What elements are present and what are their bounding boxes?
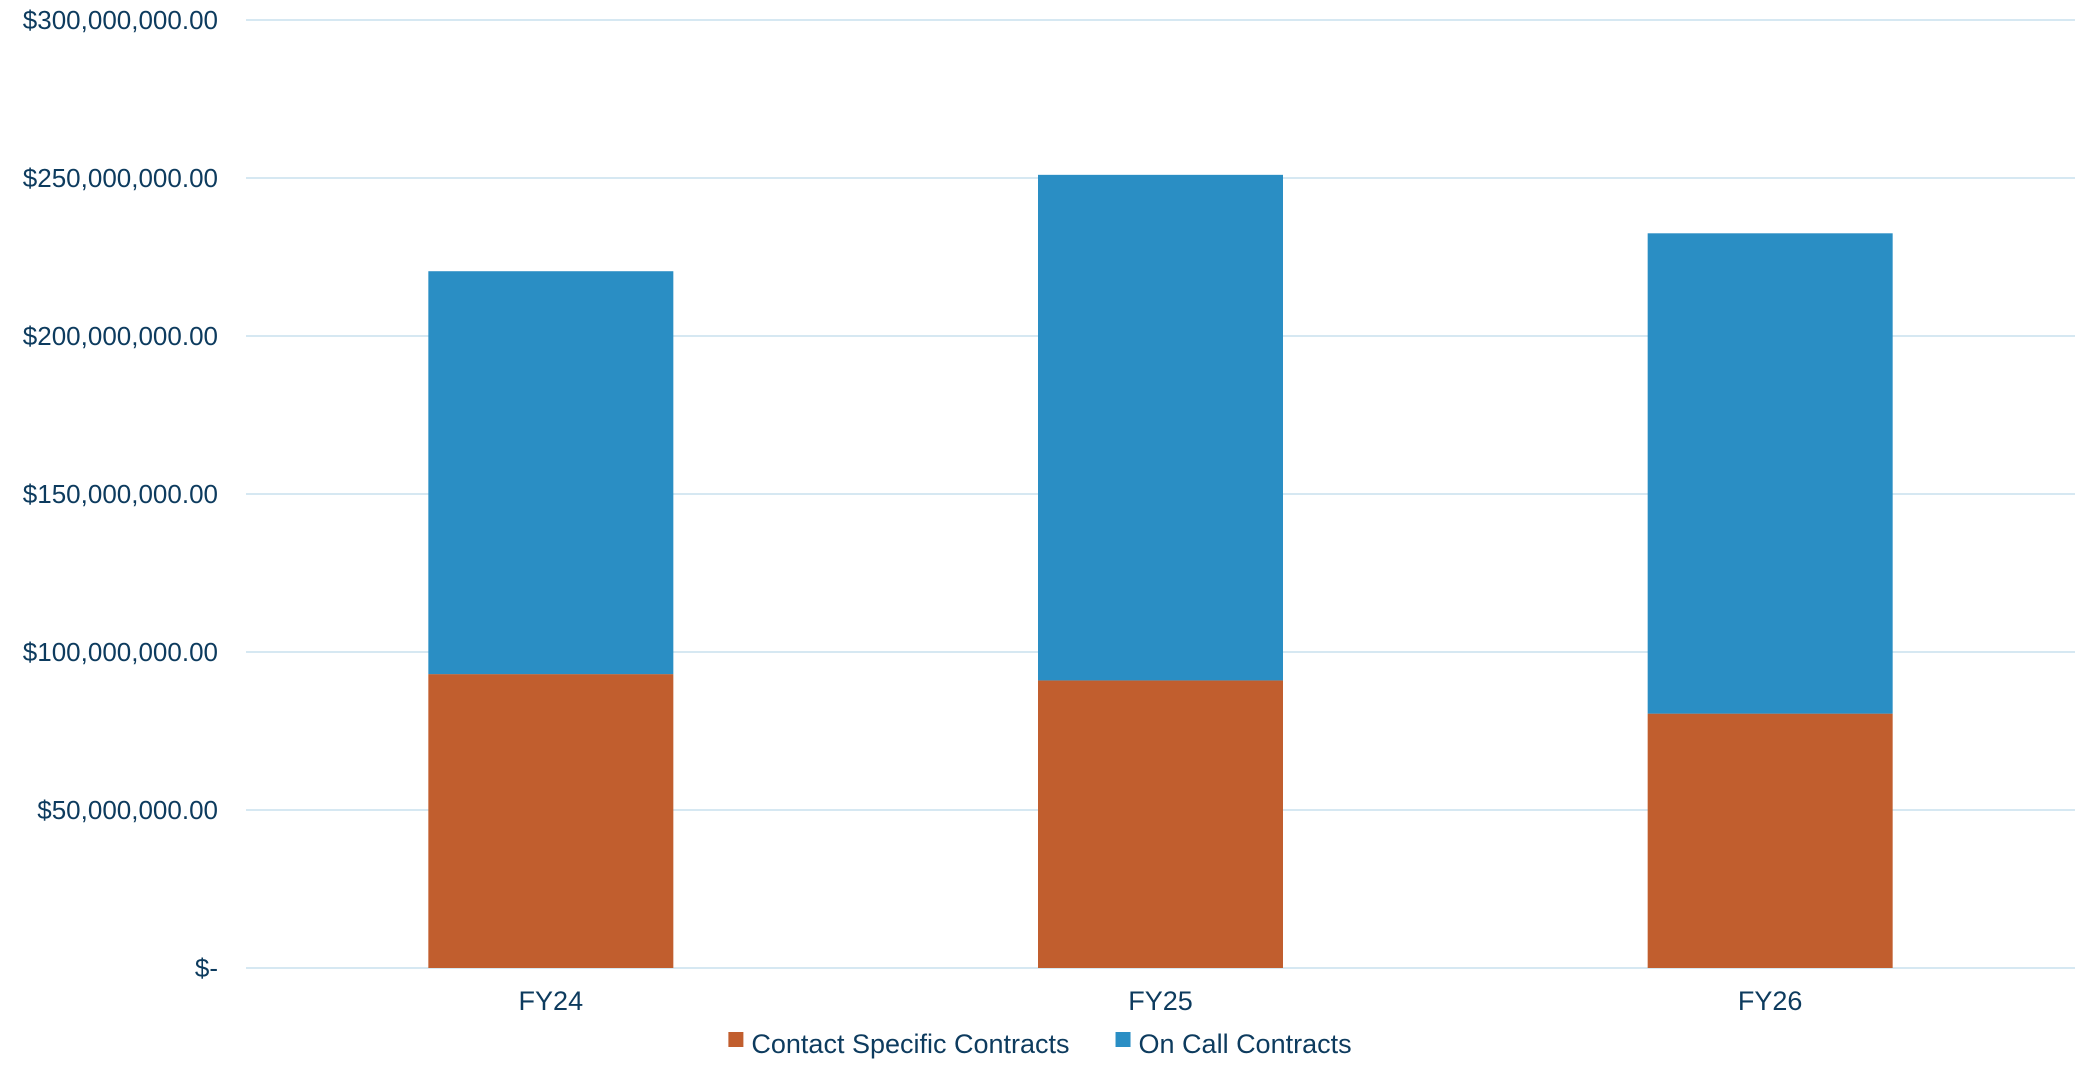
x-tick-label: FY26: [1738, 986, 1803, 1016]
bar-fy26-series-0: [1647, 713, 1893, 968]
x-tick-label: FY25: [1128, 986, 1193, 1016]
legend-swatch-0: [728, 1032, 744, 1047]
bar-fy25-series-1: [1038, 174, 1283, 681]
y-tick-label: $150,000,000.00: [23, 479, 218, 509]
legend: Contact Specific Contracts On Call Contra…: [728, 1029, 1352, 1059]
bar-fy26-series-1: [1647, 233, 1893, 714]
legend-swatch-1: [1115, 1032, 1131, 1047]
bar-fy25-series-0: [1038, 680, 1283, 968]
bars: [428, 174, 1893, 968]
bar-fy24-series-1: [428, 271, 674, 675]
y-tick-label: $250,000,000.00: [23, 163, 218, 193]
legend-label: On Call Contracts: [1139, 1029, 1352, 1059]
bar-fy24-series-0: [428, 674, 674, 968]
y-tick-label: $300,000,000.00: [23, 5, 218, 35]
x-tick-label: FY24: [519, 986, 584, 1016]
legend-label: Contact Specific Contracts: [751, 1029, 1069, 1059]
x-axis-ticks: FY24 FY25 FY26: [519, 986, 1803, 1016]
y-tick-label: $100,000,000.00: [23, 637, 218, 667]
y-axis-ticks: $- $50,000,000.00 $100,000,000.00 $150,000,…: [23, 5, 218, 983]
y-tick-label: $200,000,000.00: [23, 321, 218, 351]
y-tick-label: $-: [195, 953, 218, 983]
y-tick-label: $50,000,000.00: [37, 795, 218, 825]
